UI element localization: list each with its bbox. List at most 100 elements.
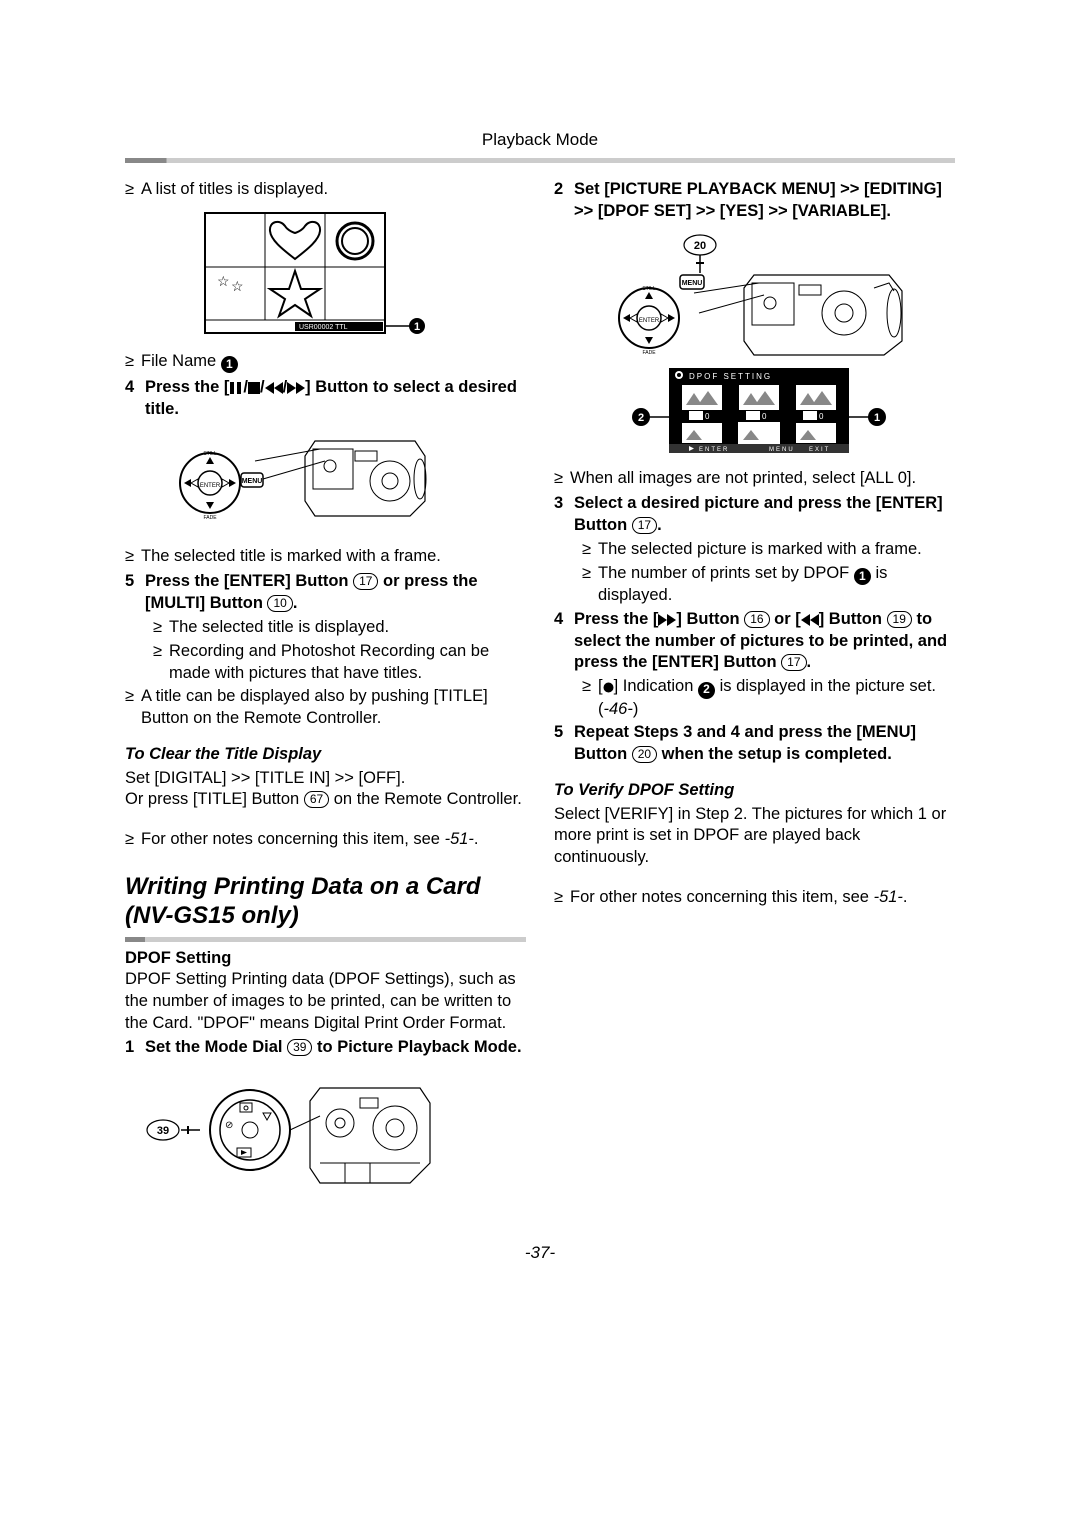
bullet-dot: ≥ xyxy=(125,351,141,373)
step-5: 5 Press the [ENTER] Button 17 or press t… xyxy=(125,571,526,615)
svg-text:ENTER: ENTER xyxy=(200,483,221,489)
bullet-dot: ≥ xyxy=(554,468,570,490)
step-3: 3 Select a desired picture and press the… xyxy=(554,493,955,537)
svg-text:0: 0 xyxy=(705,412,710,421)
step-text: Press the [ENTER] Button 17 or press the… xyxy=(145,571,526,615)
title-grid-svg: ☆ ☆ USR00002 TTL 1 xyxy=(195,211,425,341)
bullet: ≥ The selected title is marked with a fr… xyxy=(125,546,526,568)
circled-1: 1 xyxy=(854,568,871,585)
body-text: Or press [TITLE] Button 67 on the Remote… xyxy=(125,789,526,811)
bullet-dot: ≥ xyxy=(582,563,598,607)
svg-text:☆: ☆ xyxy=(217,273,230,289)
svg-text:MENU: MENU xyxy=(242,478,263,485)
mode-dial-svg: 39 ⊘ xyxy=(145,1068,445,1193)
sub-bullet: ≥ The selected picture is marked with a … xyxy=(582,539,955,561)
bullet: ≥ When all images are not printed, selec… xyxy=(554,468,955,490)
step-num: 5 xyxy=(125,571,145,615)
stop-icon xyxy=(248,382,260,394)
svg-text:2: 2 xyxy=(638,412,644,424)
bullet-dot: ≥ xyxy=(125,829,141,851)
bullet-dot: ≥ xyxy=(554,887,570,909)
ref-10: 10 xyxy=(267,595,292,612)
svg-text:39: 39 xyxy=(157,1125,169,1137)
sub-bullet: ≥ [] Indication 2 is displayed in the pi… xyxy=(582,676,955,720)
svg-text:ENTER: ENTER xyxy=(639,318,660,324)
step-4: 4 Press the [] Button 16 or [] Button 19… xyxy=(554,609,955,674)
page-number: -37- xyxy=(125,1243,955,1263)
bullet-text: The number of prints set by DPOF 1 is di… xyxy=(598,563,955,607)
dpof-svg: 20 ENTER STILL FADE MENU xyxy=(594,233,914,458)
svg-text:FADE: FADE xyxy=(203,515,217,521)
sub-bullet: ≥ Recording and Photoshot Recording can … xyxy=(153,641,526,685)
subheading-verify: To Verify DPOF Setting xyxy=(554,780,955,802)
bullet: ≥ A list of titles is displayed. xyxy=(125,179,526,201)
subheading-clear-title: To Clear the Title Display xyxy=(125,744,526,766)
page: Playback Mode ≥ A list of titles is disp… xyxy=(0,0,1080,1323)
bullet-text: The selected picture is marked with a fr… xyxy=(598,539,955,561)
sub-bullet: ≥ The number of prints set by DPOF 1 is … xyxy=(582,563,955,607)
mode-dial-figure: 39 ⊘ xyxy=(145,1068,526,1193)
svg-text:1: 1 xyxy=(414,321,420,333)
svg-text:MENU: MENU xyxy=(769,447,795,453)
bullet-dot: ≥ xyxy=(125,179,141,201)
ref-39: 39 xyxy=(287,1039,312,1056)
bullet-text: The selected title is marked with a fram… xyxy=(141,546,526,568)
svg-text:1: 1 xyxy=(874,412,880,424)
ref-67: 67 xyxy=(304,791,329,808)
left-column: ≥ A list of titles is displayed. xyxy=(125,179,526,1203)
columns: ≥ A list of titles is displayed. xyxy=(125,179,955,1203)
step-4: 4 Press the [///] Button to select a des… xyxy=(125,377,526,421)
ref-16: 16 xyxy=(744,611,769,628)
rewind-icon xyxy=(801,614,819,626)
svg-text:EXIT: EXIT xyxy=(809,447,830,453)
step-num: 3 xyxy=(554,493,574,537)
step-5: 5 Repeat Steps 3 and 4 and press the [ME… xyxy=(554,722,955,766)
step-num: 1 xyxy=(125,1037,145,1059)
step-2: 2 Set [PICTURE PLAYBACK MENU] >> [EDITIN… xyxy=(554,179,955,223)
bullet-text: For other notes concerning this item, se… xyxy=(570,887,955,909)
step-num: 5 xyxy=(554,722,574,766)
step-text: Select a desired picture and press the [… xyxy=(574,493,955,537)
header-rule xyxy=(125,158,955,163)
bullet: ≥ For other notes concerning this item, … xyxy=(125,829,526,851)
step-text: Set [PICTURE PLAYBACK MENU] >> [EDITING]… xyxy=(574,179,955,223)
bullet: ≥ A title can be displayed also by pushi… xyxy=(125,686,526,730)
step-1: 1 Set the Mode Dial 39 to Picture Playba… xyxy=(125,1037,526,1059)
step-num: 4 xyxy=(125,377,145,421)
svg-text:STILL: STILL xyxy=(642,286,656,292)
circled-2: 2 xyxy=(698,682,715,699)
svg-text:MENU: MENU xyxy=(682,280,703,287)
svg-text:FADE: FADE xyxy=(642,350,656,356)
camera-svg: ENTER STILL FADE MENU xyxy=(175,431,435,536)
body-text: Set [DIGITAL] >> [TITLE IN] >> [OFF]. xyxy=(125,768,526,790)
svg-text:☆: ☆ xyxy=(231,278,244,294)
ff-icon xyxy=(287,382,305,394)
ref-17: 17 xyxy=(781,654,806,671)
bullet-text: [] Indication 2 is displayed in the pict… xyxy=(598,676,955,720)
ref-17: 17 xyxy=(632,517,657,534)
dpof-figure: 20 ENTER STILL FADE MENU xyxy=(594,233,955,458)
svg-text:⊘: ⊘ xyxy=(225,1120,233,1131)
bullet-dot: ≥ xyxy=(582,676,598,720)
bullet-dot: ≥ xyxy=(125,546,141,568)
body-text: Select [VERIFY] in Step 2. The pictures … xyxy=(554,804,955,869)
svg-text:20: 20 xyxy=(694,240,706,252)
bullet-text: When all images are not printed, select … xyxy=(570,468,955,490)
bullet-text: A list of titles is displayed. xyxy=(141,179,526,201)
step-text: Repeat Steps 3 and 4 and press the [MENU… xyxy=(574,722,955,766)
bullet-dot: ≥ xyxy=(125,686,141,730)
dpof-heading: DPOF Setting xyxy=(125,948,526,970)
section-title: Writing Printing Data on a Card (NV-GS15… xyxy=(125,873,526,931)
bullet-dot: ≥ xyxy=(153,617,169,639)
rewind-icon xyxy=(265,382,283,394)
section-header: Playback Mode xyxy=(125,130,955,150)
svg-text:USR00002 TTL: USR00002 TTL xyxy=(299,324,348,331)
section-rule xyxy=(125,937,526,942)
record-dot-icon xyxy=(603,682,614,693)
ref-20: 20 xyxy=(632,746,657,763)
camera-controls-figure: ENTER STILL FADE MENU xyxy=(175,431,526,536)
svg-text:STILL: STILL xyxy=(203,451,217,457)
bullet-text: The selected title is displayed. xyxy=(169,617,526,639)
bullet-dot: ≥ xyxy=(582,539,598,561)
step-text: Press the [///] Button to select a desir… xyxy=(145,377,526,421)
